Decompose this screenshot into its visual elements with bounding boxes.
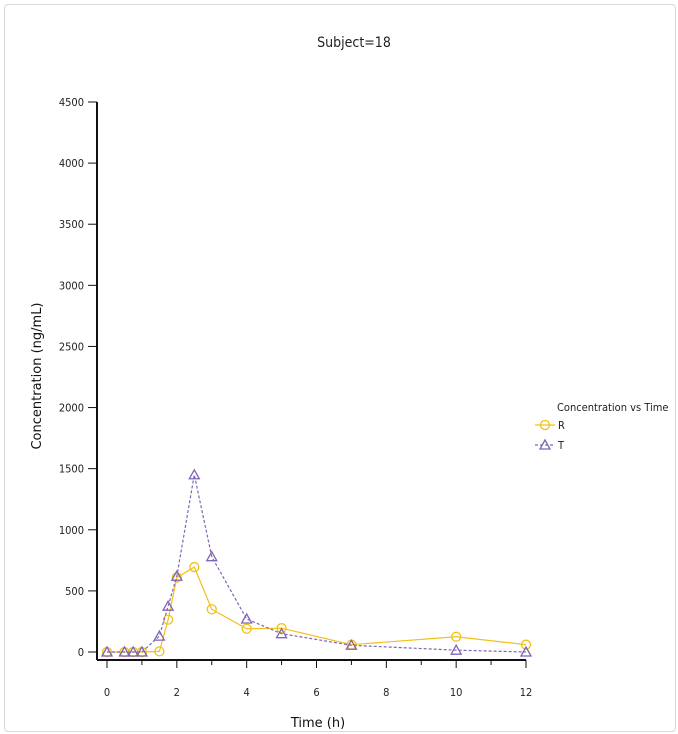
legend: Concentration vs Time RT [535, 401, 669, 452]
legend-marker-R [539, 419, 551, 431]
data-point-T [519, 645, 533, 657]
series-T [100, 468, 533, 657]
data-point-T [161, 599, 175, 611]
data-point-T [205, 550, 218, 562]
data-point-R [154, 646, 165, 657]
x-tick-label: 8 [383, 686, 389, 699]
series-line-T [107, 474, 527, 653]
data-point-R [276, 623, 287, 634]
y-tick-label: 1500 [59, 463, 84, 476]
data-point-T [450, 643, 463, 655]
data-point-T [100, 645, 114, 657]
legend-marker-T [538, 438, 552, 450]
legend-title: Concentration vs Time [557, 401, 669, 414]
data-point-R [189, 561, 200, 573]
y-tick-label: 4500 [59, 96, 84, 109]
chart-frame [4, 4, 676, 732]
legend-entry-T: T [535, 438, 565, 452]
data-point-R [520, 639, 532, 650]
y-tick-label: 1000 [59, 524, 84, 537]
data-point-T [240, 612, 253, 624]
data-point-T [127, 645, 140, 657]
data-point-T [170, 569, 183, 581]
y-tick-label: 2500 [59, 340, 84, 353]
y-tick-label: 0 [78, 646, 84, 659]
x-tick-label: 6 [313, 686, 319, 699]
axes: 0 500 1000 1500 2000 2500 3000 3500 4000 4500 0 2 4 6… [59, 96, 532, 699]
x-tick-label: 10 [450, 686, 463, 699]
chart-title: Subject=18 [317, 35, 391, 51]
data-point-R [206, 604, 217, 615]
y-tick-label: 2000 [59, 402, 84, 415]
legend-label-T: T [557, 439, 565, 452]
x-axis-label: Time (h) [290, 716, 345, 731]
data-point-T [118, 645, 131, 657]
legend-label-R: R [558, 419, 565, 432]
data-point-T [275, 627, 288, 639]
data-point-T [345, 638, 358, 650]
data-point-T [153, 629, 166, 641]
x-tick-label: 4 [244, 686, 250, 699]
series-layer [100, 468, 533, 658]
data-point-T [188, 468, 201, 480]
y-tick-label: 3000 [59, 279, 84, 292]
data-point-T [135, 645, 149, 657]
data-point-R [171, 572, 182, 583]
data-point-R [451, 631, 462, 642]
legend-entry-R: R [535, 419, 565, 432]
y-tick-label: 500 [65, 585, 84, 598]
y-tick-label: 3500 [59, 218, 84, 231]
y-axis-label: Concentration (ng/mL) [30, 302, 45, 449]
x-tick-label: 2 [174, 686, 180, 699]
x-tick-label: 0 [104, 686, 110, 699]
y-tick-label: 4000 [59, 157, 84, 170]
x-tick-label: 12 [520, 686, 533, 699]
data-point-R [241, 623, 252, 634]
